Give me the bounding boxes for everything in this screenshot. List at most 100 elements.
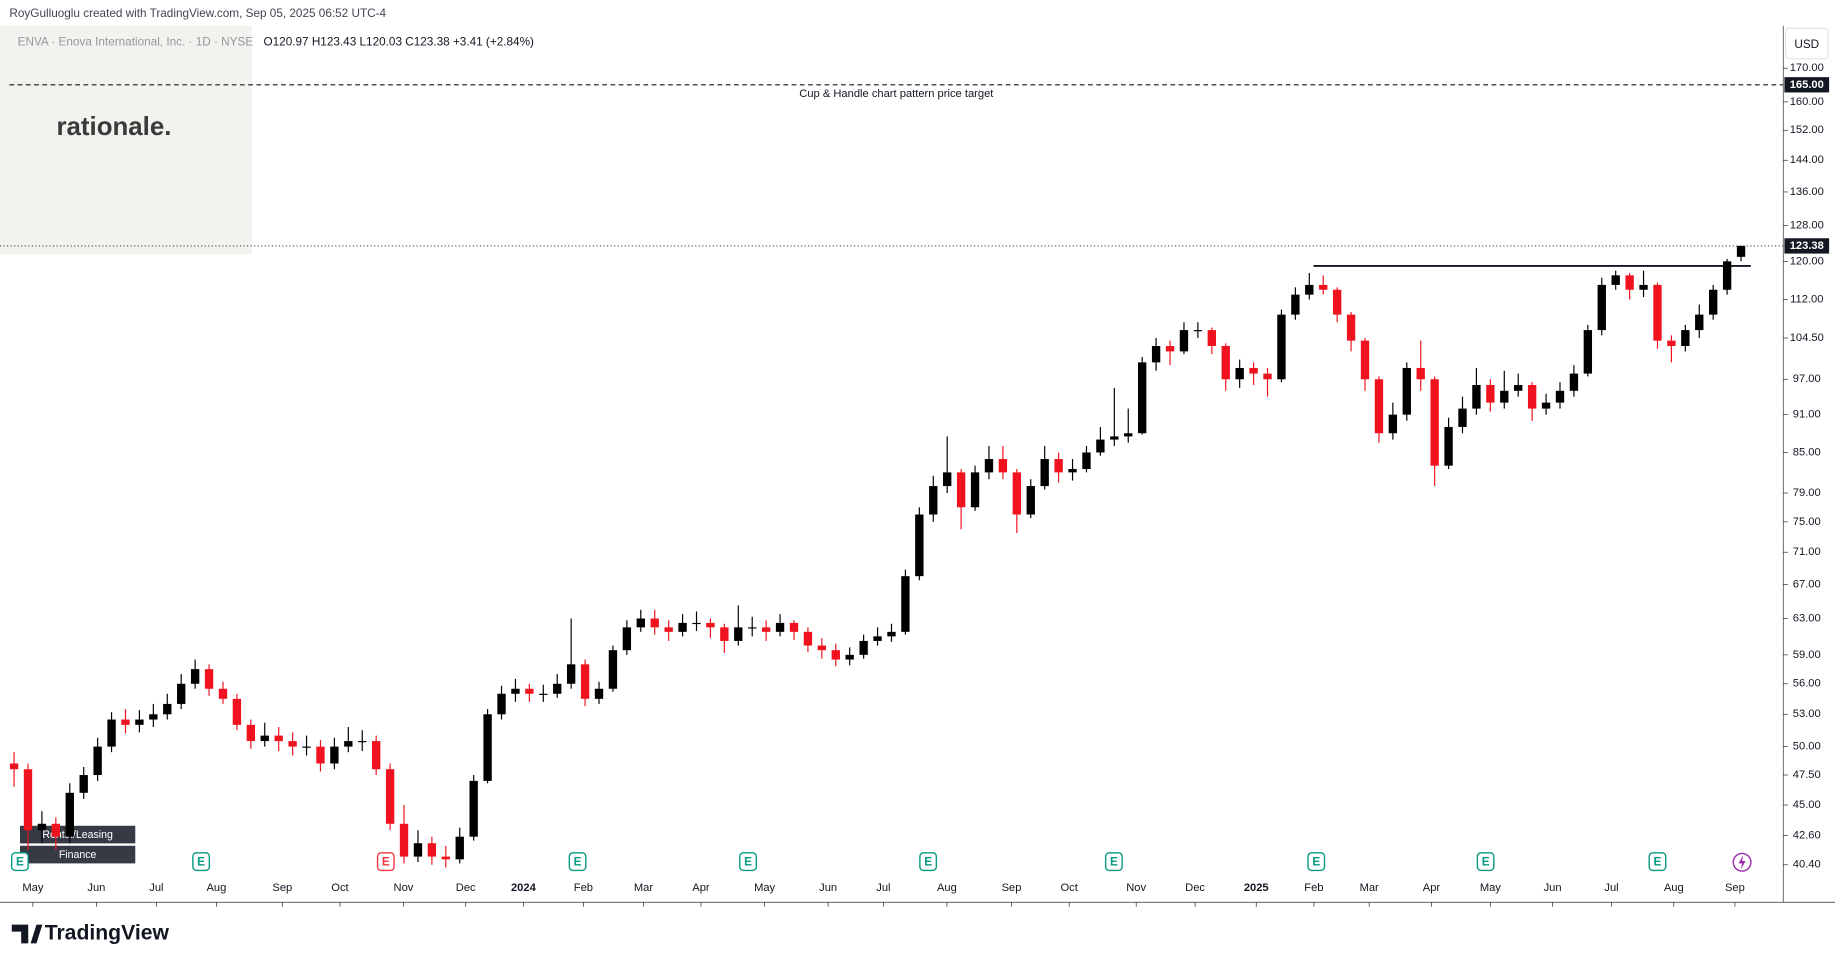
- candle-body: [580, 664, 590, 699]
- candle-body: [1583, 330, 1593, 374]
- tag-box: [19, 825, 136, 844]
- candle-body: [497, 693, 506, 715]
- candle-body: [943, 472, 952, 487]
- tag-box: [19, 845, 136, 864]
- last-price-label: 123.38: [1790, 240, 1824, 252]
- candle-body: [413, 843, 423, 857]
- candle-body: [1221, 345, 1230, 380]
- event-label: E: [924, 855, 932, 868]
- x-tick-label: 2024: [511, 882, 537, 894]
- y-tick-label: 50.00: [1793, 741, 1821, 753]
- y-tick-label: 47.50: [1793, 769, 1821, 781]
- candle-body: [1040, 459, 1049, 487]
- candle-body: [748, 627, 757, 629]
- candle-body: [984, 459, 994, 473]
- candle-body: [1026, 486, 1035, 515]
- candle-body: [678, 622, 687, 632]
- currency-box: [1785, 27, 1829, 60]
- y-tick-label: 85.00: [1793, 446, 1821, 458]
- candle-body: [650, 618, 659, 628]
- y-tick-label: 42.60: [1793, 829, 1821, 841]
- x-tick-label: 2025: [1244, 882, 1269, 894]
- candle-body: [539, 693, 548, 695]
- event-marker: [919, 852, 938, 872]
- candle-body: [1012, 472, 1022, 515]
- x-tick-label: Nov: [394, 882, 414, 894]
- candle-body: [1472, 385, 1481, 409]
- candle-body: [1569, 373, 1579, 391]
- y-tick-label: 91.00: [1793, 409, 1821, 421]
- candle-body: [1695, 314, 1704, 331]
- y-tick-label: 56.00: [1793, 678, 1821, 690]
- candle-body: [1388, 414, 1398, 434]
- candle-body: [121, 719, 130, 725]
- candle-body: [970, 472, 980, 508]
- event-marker: [1104, 852, 1123, 872]
- x-tick-label: Nov: [1126, 882, 1146, 894]
- candle-body: [1249, 367, 1258, 374]
- target-label: 165.00: [1790, 79, 1824, 91]
- candle-body: [789, 622, 799, 632]
- event-label: E: [1110, 855, 1118, 868]
- y-tick-label: 97.00: [1793, 373, 1821, 385]
- x-tick-label: Sep: [1002, 882, 1022, 894]
- x-tick-label: Oct: [1061, 882, 1079, 894]
- candle-body: [107, 719, 116, 747]
- candle-body: [1500, 390, 1509, 403]
- event-label: E: [197, 855, 205, 868]
- event-label: E: [574, 855, 582, 868]
- candle-body: [274, 735, 283, 742]
- event-label: E: [16, 855, 24, 868]
- candle-body: [218, 688, 228, 699]
- y-tick-label: 67.00: [1793, 578, 1821, 590]
- candle-body: [1179, 330, 1189, 352]
- footer-logo: [11, 924, 43, 944]
- y-tick-label: 45.00: [1793, 799, 1821, 811]
- candle-body: [1486, 385, 1495, 403]
- event-label: E: [744, 855, 752, 868]
- candle-body: [330, 746, 339, 764]
- candle-body: [998, 459, 1008, 473]
- candle-body: [358, 741, 367, 743]
- event-icon: [1732, 852, 1752, 872]
- candle-body: [1082, 452, 1091, 470]
- x-tick-label: May: [22, 882, 43, 894]
- candle-body: [845, 654, 854, 660]
- candle-body: [23, 769, 33, 831]
- x-tick-label: Dec: [1185, 882, 1205, 894]
- candle-body: [1541, 402, 1551, 409]
- candle-body: [706, 622, 715, 628]
- x-tick-label: Aug: [1664, 882, 1684, 894]
- candle-body: [1291, 294, 1300, 315]
- event-marker: [10, 852, 29, 872]
- candle-body: [79, 775, 88, 793]
- x-tick-label: Mar: [634, 882, 653, 894]
- plot: 40.40 42.60 45.00 47.50 50.00 53.00 56.00 59.00…: [0, 62, 1830, 907]
- event-marker: [568, 852, 587, 872]
- candle-body: [692, 622, 701, 625]
- event-label: E: [1312, 855, 1320, 868]
- x-tick-label: May: [1480, 882, 1501, 894]
- x-tick-label: Apr: [1423, 882, 1441, 894]
- candle-body: [1625, 275, 1634, 290]
- candle-body: [1096, 439, 1105, 453]
- watermark: rationale.: [56, 113, 171, 141]
- candle-body: [93, 746, 102, 776]
- candle-body: [371, 741, 381, 770]
- candle-body: [1068, 469, 1077, 473]
- candle-body: [204, 669, 214, 689]
- y-tick-label: 120.00: [1790, 255, 1824, 267]
- candle-body: [1110, 436, 1119, 440]
- x-tick-label: Feb: [574, 882, 593, 894]
- candle-body: [441, 856, 450, 860]
- candle-body: [873, 636, 882, 641]
- candle-body: [469, 780, 478, 837]
- last-price-badge: [1784, 238, 1830, 254]
- y-tick-label: 152.00: [1790, 124, 1824, 136]
- x-tick-label: Sep: [272, 882, 292, 894]
- candle-body: [1054, 459, 1063, 473]
- x-tick-label: Jul: [876, 882, 890, 894]
- candle-body: [1193, 330, 1203, 332]
